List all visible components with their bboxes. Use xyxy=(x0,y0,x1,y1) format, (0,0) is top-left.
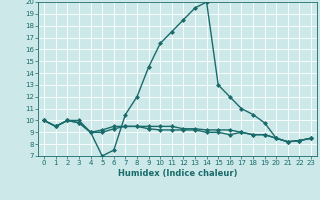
X-axis label: Humidex (Indice chaleur): Humidex (Indice chaleur) xyxy=(118,169,237,178)
